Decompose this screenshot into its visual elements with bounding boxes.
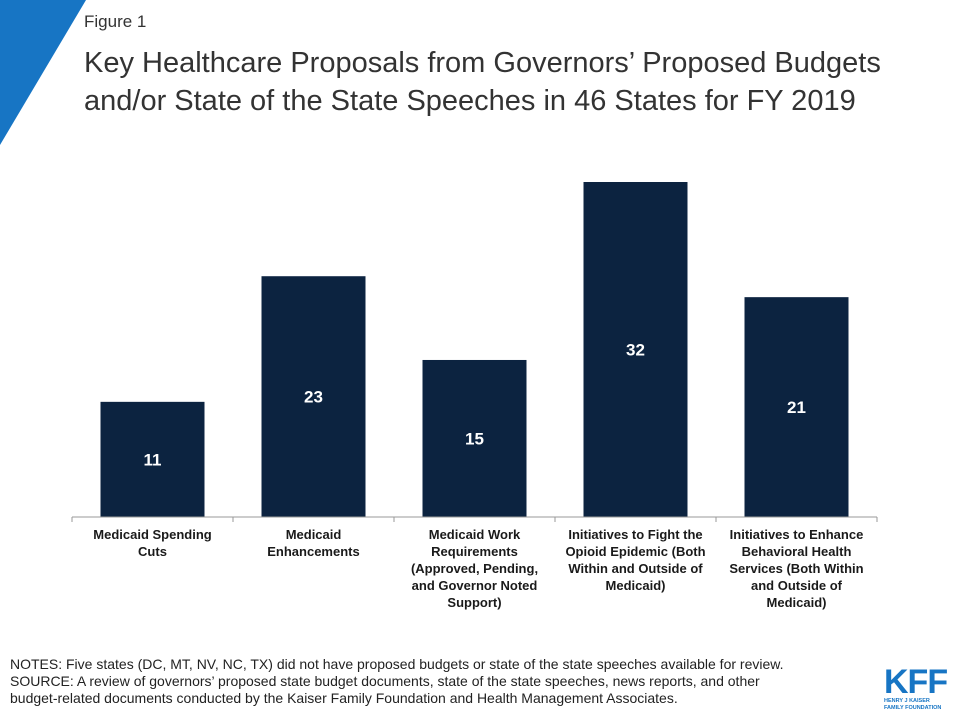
bar-value-label: 23	[304, 388, 323, 407]
x-tick-label-line: Cuts	[138, 544, 167, 559]
bar	[583, 182, 688, 517]
source-line-2: budget-related documents conducted by th…	[10, 690, 678, 706]
kff-logo-sub-2: FAMILY FOUNDATION	[884, 705, 942, 711]
chart-title-line-1: Key Healthcare Proposals from Governors’…	[84, 47, 881, 79]
x-tick-label-line: Requirements	[431, 544, 518, 559]
kff-logo-mark: KFF	[884, 663, 948, 701]
x-tick-label-line: Medicaid	[285, 527, 342, 542]
x-tick-label-line: Medicaid Work	[428, 527, 521, 542]
x-tick-label: Medicaid Spending Cuts	[75, 526, 231, 560]
figure-label: Figure 1	[84, 12, 147, 31]
x-tick-label-line: and Outside of	[751, 578, 842, 593]
bar-value-label: 21	[787, 398, 806, 417]
notes-line: NOTES: Five states (DC, MT, NV, NC, TX) …	[10, 656, 784, 672]
x-tick-label-line: Enhancements	[267, 544, 360, 559]
bar	[261, 276, 366, 517]
x-tick-label: Initiatives to Enhance Behavioral Health S…	[719, 526, 875, 611]
bar	[422, 359, 527, 517]
kff-logo-sub-1: HENRY J KAISER	[884, 698, 930, 704]
bar-value-label: 15	[465, 429, 484, 448]
x-tick-label-line: and Governor Noted	[411, 578, 538, 593]
x-tick-label-line: Support)	[447, 595, 502, 610]
bar-value-label: 32	[626, 341, 645, 360]
x-tick-label-line: Initiatives to Enhance	[729, 527, 864, 542]
x-tick-label-line: Initiatives to Fight the	[568, 527, 703, 542]
x-tick-label: Initiatives to Fight the Opioid Epidemic …	[558, 526, 714, 594]
source-line-1: SOURCE: A review of governors’ proposed …	[10, 673, 760, 689]
x-tick-label-line: Medicaid)	[605, 578, 666, 593]
kff-logo: KFF HENRY J KAISER FAMILY FOUNDATION	[884, 663, 950, 712]
x-tick-label-line: Medicaid)	[766, 595, 827, 610]
bar	[744, 297, 849, 517]
x-tick-label-line: Within and Outside of	[568, 561, 703, 576]
x-tick-label: Medicaid Enhancements	[236, 526, 392, 560]
bar-value-label: 11	[144, 450, 162, 469]
notes-source: NOTES: Five states (DC, MT, NV, NC, TX) …	[10, 656, 910, 707]
x-tick-label-line: Services (Both Within	[729, 561, 864, 576]
x-tick-label-line: Behavioral Health	[741, 544, 852, 559]
x-tick-label: Medicaid Work Requirements (Approved, Pend…	[397, 526, 553, 611]
bar	[100, 401, 205, 517]
chart-title-line-2: and/or State of the State Speeches in 46…	[84, 85, 856, 117]
x-tick-label-line: (Approved, Pending,	[410, 561, 539, 576]
x-tick-label-line: Medicaid Spending	[93, 527, 212, 542]
chart-title: Key Healthcare Proposals from Governors’…	[84, 44, 944, 120]
x-tick-label-line: Opioid Epidemic (Both	[565, 544, 706, 559]
